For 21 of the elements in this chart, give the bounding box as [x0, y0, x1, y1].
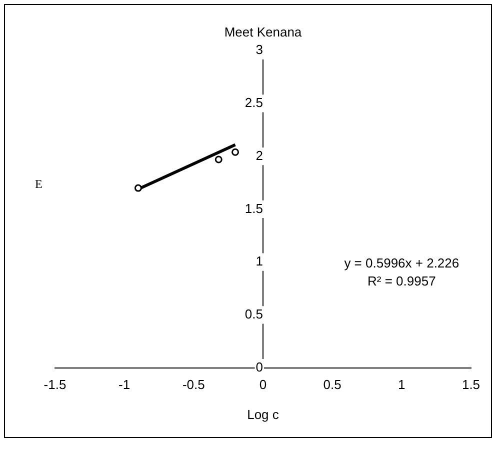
x-tick-label: -1.5 — [44, 377, 66, 392]
y-tick-label: 3 — [256, 42, 263, 58]
x-tick-label: -0.5 — [182, 377, 205, 392]
y-tick-label: 1.5 — [244, 200, 263, 216]
y-tick-label: 1 — [256, 254, 263, 269]
x-tick-label: 1 — [398, 377, 406, 392]
y-tick-label: 0 — [256, 359, 263, 374]
y-axis-title: E — [35, 177, 42, 192]
x-axis-title: Log c — [247, 406, 280, 422]
annotation: R² = 0.9957 — [368, 273, 436, 288]
point — [134, 184, 142, 192]
annotation: y = 0.5996x + 2.226 — [344, 255, 460, 270]
y-tick-label: 0.5 — [244, 306, 263, 322]
y-tick-label: 2.5 — [244, 95, 263, 110]
point — [214, 156, 222, 164]
x-tick-label: 0.5 — [323, 377, 342, 392]
x-tick-label: -1 — [118, 377, 130, 392]
point — [232, 148, 240, 156]
x-tick-label: 1.5 — [462, 377, 480, 392]
y-tick-label: 2 — [256, 148, 263, 163]
chart-title: Meet Kenana — [224, 24, 302, 40]
